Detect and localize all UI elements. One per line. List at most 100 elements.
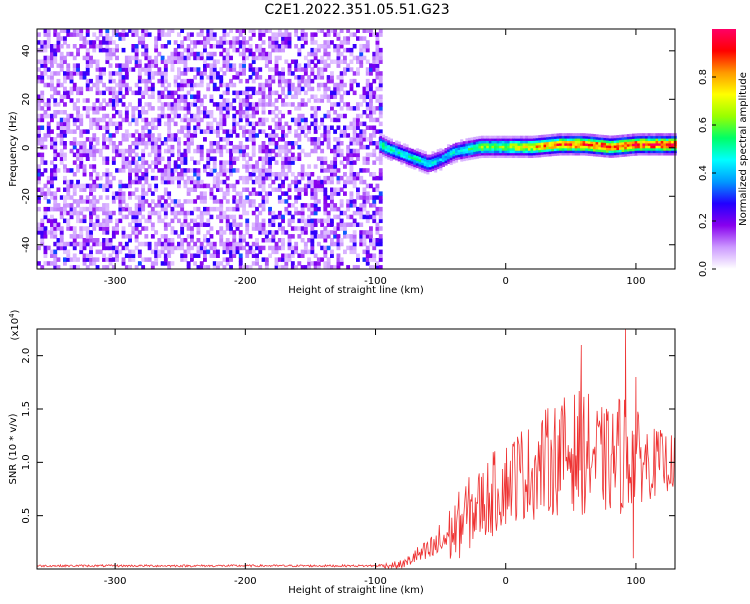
heatmap-cell bbox=[232, 63, 237, 68]
heatmap-cell bbox=[307, 206, 312, 212]
heatmap-cell bbox=[600, 139, 604, 143]
heatmap-cell bbox=[82, 144, 87, 150]
heatmap-cell bbox=[671, 152, 675, 156]
heatmap-cell bbox=[460, 149, 464, 152]
heatmap-cell bbox=[85, 113, 90, 119]
heatmap-cell bbox=[63, 129, 67, 134]
heatmap-cell bbox=[645, 150, 649, 154]
heatmap-cell bbox=[313, 195, 318, 200]
heatmap-cell bbox=[444, 155, 448, 159]
heatmap-cell bbox=[37, 261, 41, 266]
heatmap-cell bbox=[343, 156, 347, 161]
heatmap-cell bbox=[196, 206, 201, 212]
heatmap-cell bbox=[294, 106, 299, 111]
heatmap-cell bbox=[405, 146, 409, 150]
heatmap-cell bbox=[50, 82, 54, 88]
heatmap-cell bbox=[326, 110, 331, 115]
heatmap-cell bbox=[606, 145, 610, 148]
heatmap-cell bbox=[551, 141, 555, 145]
heatmap-cell bbox=[219, 36, 224, 41]
heatmap-cell bbox=[85, 265, 90, 270]
heatmap-cell bbox=[307, 265, 312, 270]
heatmap-cell bbox=[134, 59, 139, 64]
heatmap-cell bbox=[349, 203, 354, 208]
heatmap-cell bbox=[193, 179, 198, 185]
heatmap-cell bbox=[121, 28, 126, 33]
heatmap-cell bbox=[219, 234, 224, 239]
heatmap-cell bbox=[85, 110, 90, 115]
heatmap-cell bbox=[157, 117, 162, 123]
heatmap-cell bbox=[372, 55, 377, 61]
heatmap-cell bbox=[284, 261, 289, 266]
heatmap-cell bbox=[294, 75, 299, 80]
heatmap-cell bbox=[209, 241, 214, 247]
heatmap-cell bbox=[40, 44, 45, 49]
heatmap-cell bbox=[124, 241, 129, 247]
heatmap-cell bbox=[59, 234, 64, 239]
heatmap-cell bbox=[501, 150, 505, 154]
heatmap-cell bbox=[287, 40, 292, 45]
heatmap-cell bbox=[637, 147, 641, 151]
heatmap-cell bbox=[566, 135, 570, 139]
heatmap-cell bbox=[365, 249, 370, 255]
heatmap-cell bbox=[297, 172, 302, 177]
heatmap-cell bbox=[564, 140, 568, 144]
heatmap-cell bbox=[46, 191, 51, 196]
heatmap-cell bbox=[369, 86, 373, 92]
heatmap-cell bbox=[277, 214, 282, 220]
heatmap-cell bbox=[330, 203, 334, 208]
heatmap-cell bbox=[225, 191, 230, 196]
heatmap-cell bbox=[76, 141, 80, 146]
heatmap-cell bbox=[124, 117, 129, 123]
heatmap-cell bbox=[274, 144, 279, 150]
heatmap-cell bbox=[82, 183, 87, 189]
heatmap-cell bbox=[108, 71, 113, 76]
heatmap-cell bbox=[251, 121, 256, 127]
heatmap-cell bbox=[349, 156, 354, 161]
heatmap-cell bbox=[665, 133, 669, 137]
heatmap-cell bbox=[173, 113, 178, 119]
heatmap-cell bbox=[102, 98, 106, 103]
heatmap-cell bbox=[229, 164, 233, 169]
heatmap-cell bbox=[452, 160, 456, 164]
heatmap-cell bbox=[222, 36, 227, 41]
heatmap-cell bbox=[89, 106, 93, 111]
heatmap-cell bbox=[180, 206, 185, 212]
heatmap-cell bbox=[37, 47, 41, 53]
heatmap-cell bbox=[134, 179, 139, 185]
heatmap-cell bbox=[538, 152, 542, 155]
heatmap-cell bbox=[154, 63, 159, 68]
heatmap-cell bbox=[63, 175, 67, 181]
heatmap-cell bbox=[271, 187, 276, 192]
heatmap-cell bbox=[434, 167, 438, 171]
heatmap-cell bbox=[323, 63, 328, 68]
heatmap-cell bbox=[465, 157, 469, 161]
heatmap-cell bbox=[173, 75, 178, 80]
heatmap-cell bbox=[131, 32, 136, 37]
heatmap-cell bbox=[359, 168, 364, 173]
heatmap-cell bbox=[359, 230, 364, 235]
heatmap-cell bbox=[300, 265, 305, 270]
heatmap-cell bbox=[330, 175, 334, 181]
heatmap-cell bbox=[144, 175, 149, 181]
heatmap-cell bbox=[339, 187, 344, 192]
heatmap-cell bbox=[349, 67, 354, 72]
heatmap-cell bbox=[206, 148, 211, 154]
heatmap-cell bbox=[629, 138, 633, 142]
heatmap-cell bbox=[186, 125, 191, 130]
heatmap-cell bbox=[468, 154, 472, 158]
heatmap-cell bbox=[98, 206, 103, 212]
heatmap-cell bbox=[154, 203, 159, 208]
heatmap-cell bbox=[238, 152, 243, 158]
heatmap-cell bbox=[297, 144, 302, 150]
heatmap-cell bbox=[111, 133, 116, 138]
heatmap-cell bbox=[621, 154, 625, 157]
heatmap-cell bbox=[274, 249, 279, 255]
heatmap-cell bbox=[336, 238, 341, 243]
heatmap-cell bbox=[527, 155, 531, 159]
heatmap-cell bbox=[40, 141, 45, 146]
heatmap-cell bbox=[307, 179, 312, 185]
heatmap-cell bbox=[585, 135, 589, 139]
heatmap-cell bbox=[264, 261, 269, 266]
